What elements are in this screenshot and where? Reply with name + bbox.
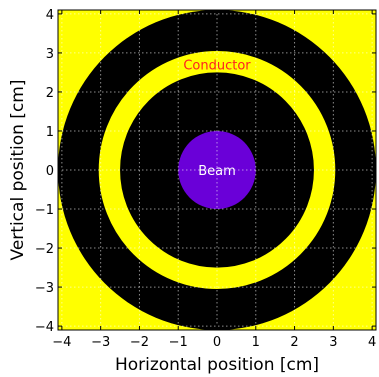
y-tick-label: −3 bbox=[35, 281, 54, 296]
x-tick-label: −4 bbox=[52, 335, 71, 350]
y-tick-label: −2 bbox=[35, 242, 54, 257]
y-axis-label: Vertical position [cm] bbox=[8, 80, 28, 261]
plot-area: Conductor Beam bbox=[58, 10, 376, 330]
x-tick-label: 4 bbox=[368, 335, 376, 350]
annotation-conductor: Conductor bbox=[183, 59, 251, 74]
y-tick-label: 2 bbox=[46, 86, 54, 101]
y-tick-label: 0 bbox=[46, 164, 54, 179]
x-axis-label: Horizontal position [cm] bbox=[115, 355, 319, 375]
x-tick-label: 1 bbox=[252, 335, 260, 350]
x-tick-label: 0 bbox=[213, 335, 221, 350]
ticks-layer: −4 −3 −2 −1 0 1 2 3 4 −4 −3 −2 −1 0 1 2 3 4 bbox=[35, 8, 376, 350]
y-tick-label: −4 bbox=[35, 320, 54, 335]
annotations-layer: Conductor Beam bbox=[183, 59, 251, 179]
x-tick-label: 3 bbox=[329, 335, 337, 350]
annotation-beam: Beam bbox=[198, 164, 236, 179]
x-tick-label: −1 bbox=[169, 335, 188, 350]
y-tick-label: 1 bbox=[46, 125, 54, 140]
x-tick-label: −2 bbox=[130, 335, 149, 350]
y-tick-label: −1 bbox=[35, 203, 54, 218]
x-tick-label: 2 bbox=[290, 335, 298, 350]
y-tick-label: 3 bbox=[46, 47, 54, 62]
x-tick-label: −3 bbox=[91, 335, 110, 350]
y-tick-label: 4 bbox=[46, 8, 54, 23]
